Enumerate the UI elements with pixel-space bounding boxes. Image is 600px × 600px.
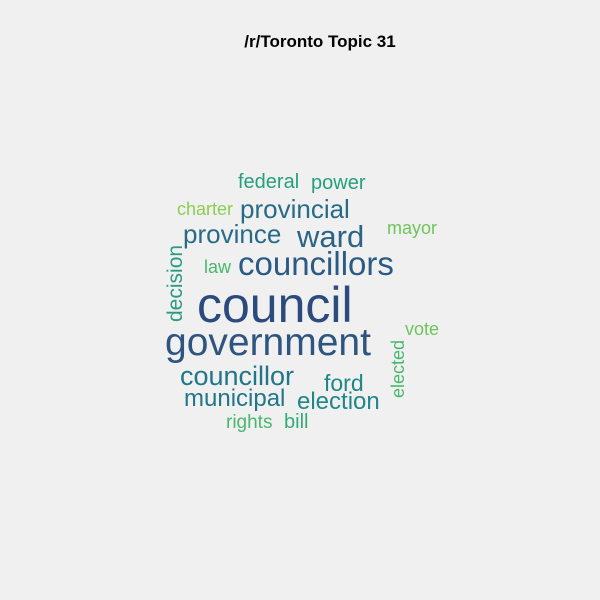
word-government: government: [165, 321, 371, 364]
word-municipal: municipal: [184, 385, 286, 412]
word-councillors: councillors: [238, 245, 394, 282]
word-rights: rights: [226, 412, 273, 433]
word-council: council: [197, 277, 353, 333]
word-charter: charter: [177, 199, 234, 219]
word-power: power: [311, 172, 366, 194]
word-mayor: mayor: [387, 218, 438, 238]
word-vote: vote: [405, 319, 440, 339]
word-ward: ward: [297, 219, 365, 254]
chart-title: /r/Toronto Topic 31: [244, 32, 396, 51]
word-bill: bill: [284, 411, 309, 433]
word-province: province: [183, 219, 282, 249]
word-elected: elected: [388, 339, 408, 398]
word-councillor: councillor: [180, 361, 295, 391]
word-law: law: [204, 257, 232, 277]
word-election: election: [297, 388, 380, 415]
word-ford: ford: [324, 370, 364, 396]
word-federal: federal: [238, 171, 300, 193]
word-decision: decision: [164, 244, 187, 322]
word-provincial: provincial: [240, 194, 350, 224]
